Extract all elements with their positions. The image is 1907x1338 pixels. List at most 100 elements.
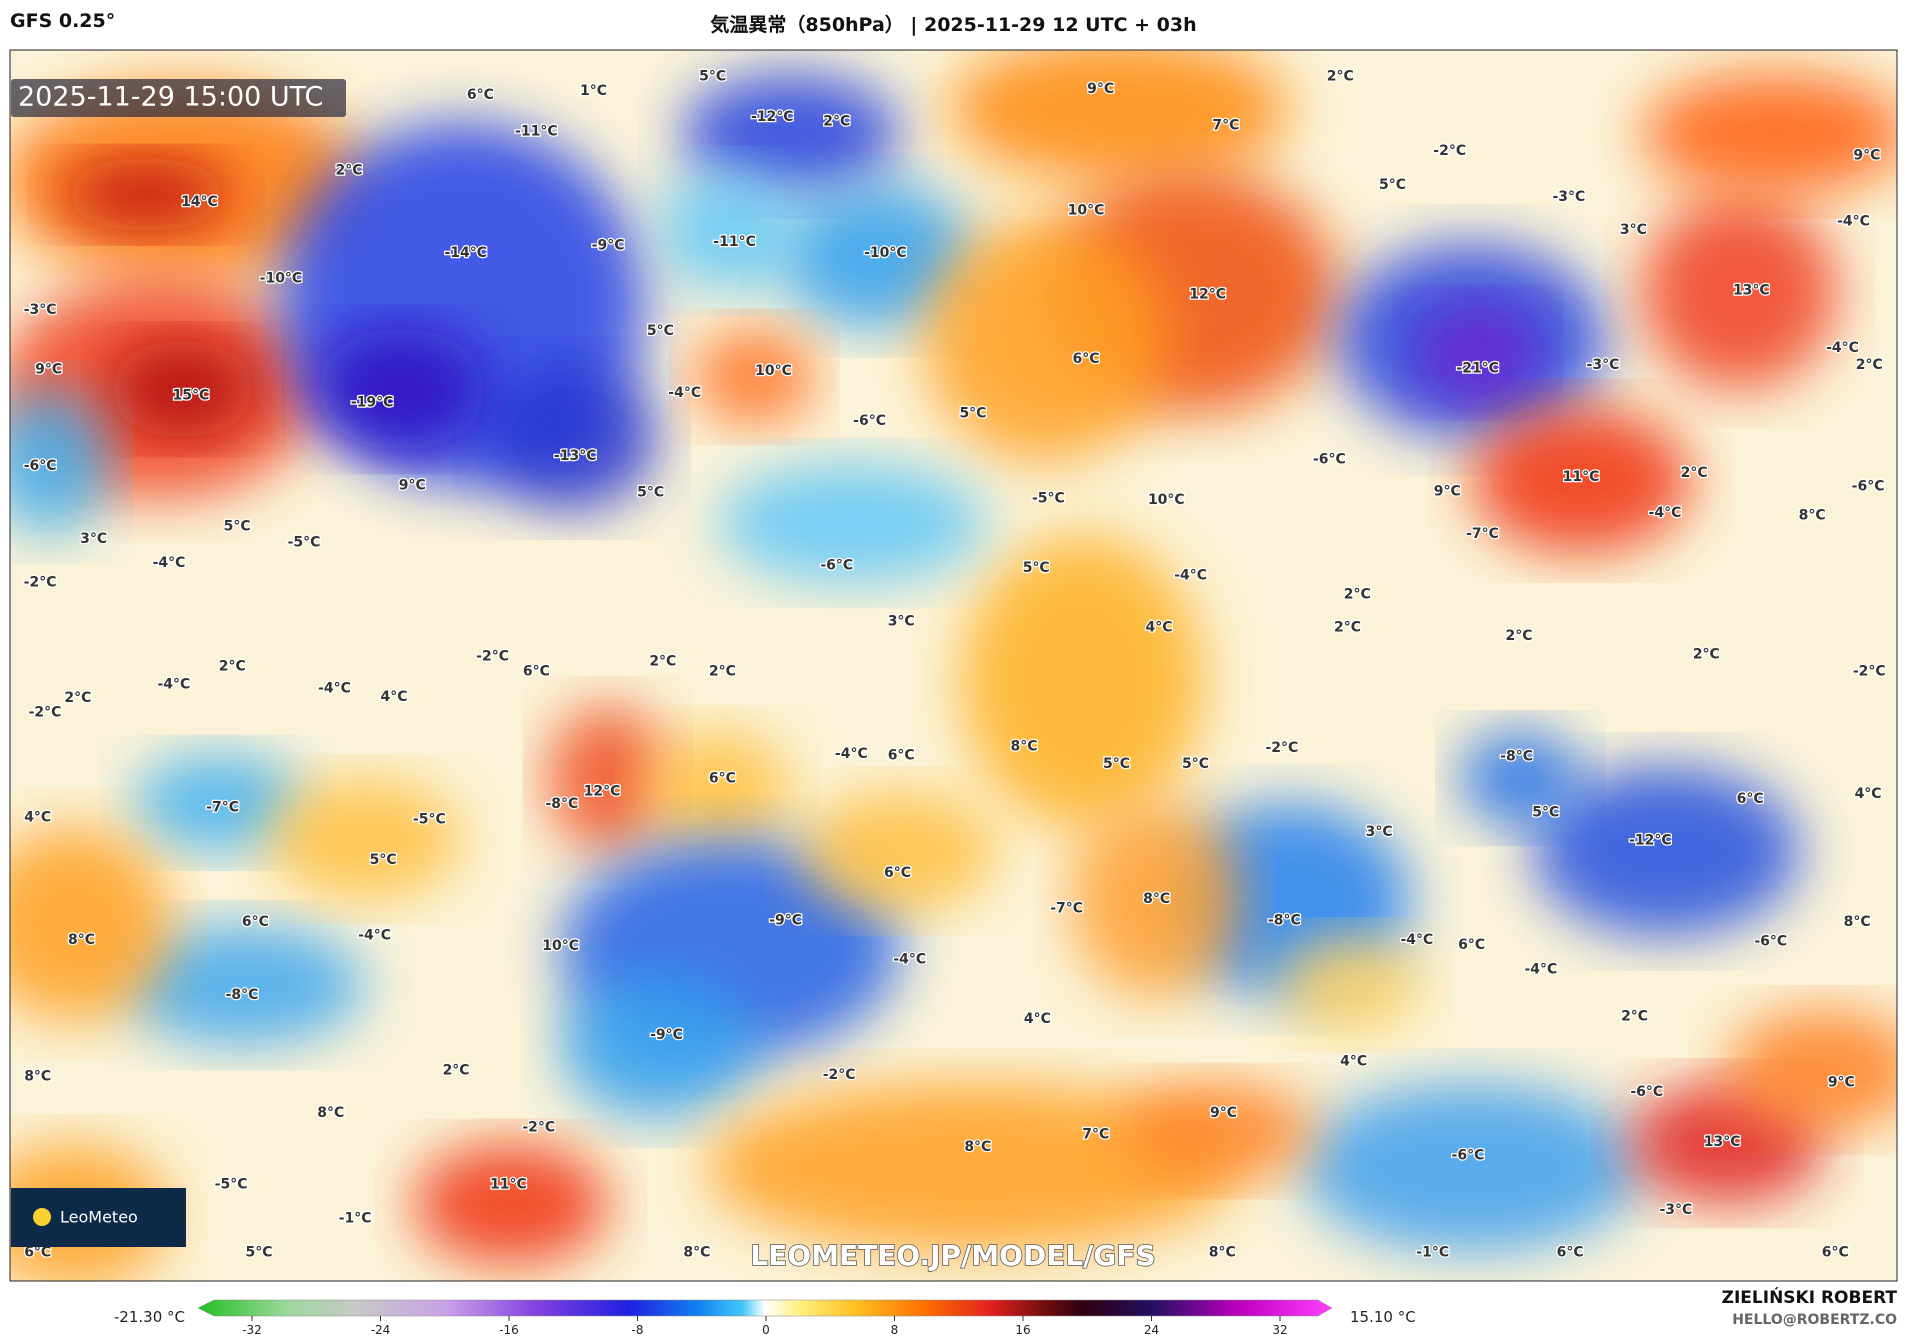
map-label: 11°C	[490, 1177, 527, 1193]
anomaly-blob	[1459, 729, 1582, 828]
map-label: -13°C	[554, 448, 597, 464]
anomaly-blob	[778, 182, 973, 329]
map-label: 9°C	[1210, 1105, 1237, 1121]
map-label: 8°C	[317, 1105, 344, 1121]
map-label: 6°C	[1458, 937, 1485, 953]
anomaly-blob	[644, 729, 791, 852]
map-label: 2°C	[1327, 69, 1354, 85]
watermark: LEOMETEO.JP/MODEL/GFS	[750, 1239, 1155, 1272]
map-label: 14°C	[181, 194, 218, 210]
anomaly-blob	[717, 462, 986, 584]
map-label: 6°C	[1073, 351, 1100, 367]
map-label: -7°C	[206, 800, 239, 816]
map-label: 6°C	[24, 1245, 51, 1261]
map-frame	[9, 49, 1898, 1282]
map-label: 9°C	[1828, 1074, 1855, 1090]
map-label: 8°C	[1011, 739, 1038, 755]
anomaly-blob	[1727, 1009, 1897, 1132]
map-label: 2°C	[64, 690, 91, 706]
map-label: -11°C	[515, 123, 558, 139]
map-label: -4°C	[358, 927, 391, 943]
anomaly-blob	[267, 778, 463, 900]
anomaly-blob	[1301, 1082, 1642, 1253]
map-label: 4°C	[381, 689, 408, 705]
title: 気温異常（850hPa） | 2025-11-29 12 UTC + 03h	[710, 14, 1197, 36]
map-label: -2°C	[29, 705, 62, 721]
map-label: 6°C	[1822, 1245, 1849, 1261]
anomaly-field	[10, 50, 1897, 1281]
colorbar-tick-label: -32	[242, 1323, 262, 1337]
map-label: -4°C	[668, 385, 701, 401]
map-label: 6°C	[884, 865, 911, 881]
logo-sun	[33, 1208, 51, 1226]
anomaly-blob	[1641, 194, 1837, 390]
anomaly-blob	[693, 328, 815, 426]
map-label: 4°C	[1146, 620, 1173, 636]
colorbar-max: 15.10 °C	[1350, 1308, 1416, 1326]
colorbar-tick-label: -24	[371, 1323, 391, 1337]
map-label: 11°C	[1563, 469, 1600, 485]
map-label: 8°C	[68, 932, 95, 948]
map-label: 6°C	[1557, 1245, 1584, 1261]
anomaly-blob	[316, 328, 487, 450]
colorbar-tick-label: 16	[1015, 1323, 1030, 1337]
anomaly-blob	[924, 218, 1168, 463]
map-label: -14°C	[445, 245, 488, 261]
map-label: -4°C	[835, 746, 868, 762]
map-label: 5°C	[647, 323, 674, 339]
map-label: -7°C	[1050, 901, 1083, 917]
map-label: -3°C	[1552, 189, 1585, 205]
map-label: 2°C	[219, 658, 246, 674]
colorbar	[197, 1299, 1333, 1317]
map-label: 7°C	[1082, 1127, 1109, 1143]
map-label: -3°C	[1660, 1202, 1693, 1218]
map-label: -4°C	[1826, 340, 1859, 356]
anomaly-blob	[1070, 802, 1241, 998]
map-label: 6°C	[1737, 791, 1764, 807]
map-label: 2°C	[1856, 357, 1883, 373]
map-label: 5°C	[370, 852, 397, 868]
map-label: 2°C	[1621, 1009, 1648, 1025]
map-label: -4°C	[1837, 213, 1870, 229]
anomaly-blob	[60, 158, 232, 232]
map-label: 5°C	[1379, 177, 1406, 193]
model-name: GFS 0.25°	[10, 10, 116, 32]
map-label: -2°C	[1853, 663, 1886, 679]
map-label: 4°C	[1855, 786, 1882, 802]
map-label: 5°C	[1532, 804, 1559, 820]
map-label: -19°C	[351, 395, 394, 411]
map-label: -8°C	[545, 796, 578, 812]
map-label: 2°C	[1344, 587, 1371, 603]
anomaly-blob	[10, 389, 110, 536]
map-label: -4°C	[1174, 567, 1207, 583]
map-label: -6°C	[1852, 478, 1885, 494]
map-label: -5°C	[215, 1177, 248, 1193]
map-label: -11°C	[713, 234, 756, 250]
map-label: 9°C	[1087, 81, 1114, 97]
map-label: 5°C	[1103, 756, 1130, 772]
map-label: 4°C	[24, 809, 51, 825]
map-label: 2°C	[1681, 465, 1708, 481]
map-label: 2°C	[1693, 646, 1720, 662]
anomaly-blob	[559, 972, 755, 1119]
anomaly-blob	[486, 364, 657, 511]
map-label: 5°C	[1182, 756, 1209, 772]
map-label: 8°C	[964, 1139, 991, 1155]
map-label: 6°C	[888, 747, 915, 763]
map-label: 8°C	[1143, 891, 1170, 907]
anomaly-blob	[705, 1082, 1241, 1253]
map-label: 2°C	[336, 162, 363, 178]
map-label: 8°C	[1209, 1245, 1236, 1261]
map-label: -21°C	[1456, 361, 1499, 377]
map-label: -6°C	[24, 458, 57, 474]
map-label: -12°C	[751, 109, 794, 125]
map-label: -4°C	[318, 680, 351, 696]
anomaly-blob	[1277, 936, 1423, 1034]
map-label: 5°C	[246, 1245, 273, 1261]
colorbar-tick-label: 24	[1144, 1323, 1159, 1337]
map-label: 8°C	[1844, 914, 1871, 930]
anomaly-blob	[802, 790, 998, 913]
map-label: 5°C	[637, 485, 664, 501]
timestamp: 2025-11-29 15:00 UTC	[18, 82, 323, 113]
map-label: -8°C	[1500, 748, 1533, 764]
